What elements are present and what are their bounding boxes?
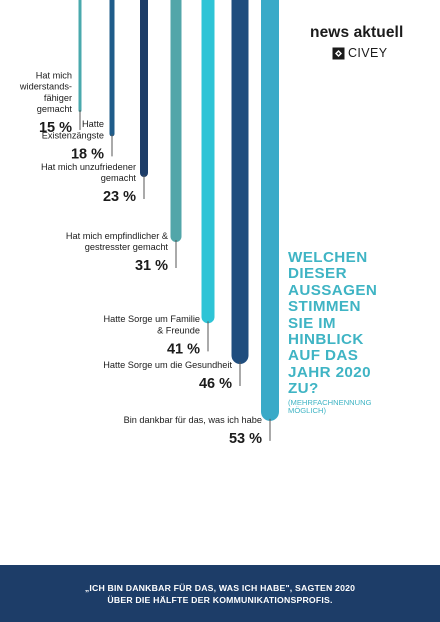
question-note: (MEHRFACHNENNUNG MÖGLICH) — [288, 397, 372, 416]
category-label: Hatte — [82, 119, 104, 129]
brand-block: news aktuell CIVEY — [310, 24, 430, 60]
category-label: gestresster gemacht — [85, 242, 169, 252]
category-label: Hat mich — [36, 70, 72, 80]
category-label: Existenzängste — [42, 130, 104, 140]
brand-subtitle: CIVEY — [348, 46, 388, 60]
brand-title: news aktuell — [310, 24, 404, 41]
category-label: & Freunde — [157, 325, 200, 335]
category-label: widerstands- — [19, 82, 72, 92]
bar — [109, 0, 115, 137]
category-label: gemacht — [101, 173, 137, 183]
value-label: 15 % — [39, 120, 72, 136]
value-label: 53 % — [229, 431, 262, 447]
category-label: Hatte Sorge um die Gesundheit — [103, 360, 232, 370]
bar — [170, 0, 182, 242]
category-label: Bin dankbar für das, was ich habe — [124, 415, 262, 425]
value-label: 41 % — [167, 341, 200, 357]
category-label: Hat mich unzufriedener — [41, 162, 136, 172]
category-label: Hatte Sorge um Familie — [103, 314, 200, 324]
bar — [261, 0, 279, 421]
question-title: WELCHEN DIESER AUSSAGEN STIMMEN SIE IM H… — [288, 249, 378, 398]
bar — [231, 0, 249, 364]
category-label: Hat mich empfindlicher & — [66, 231, 168, 241]
footer-text: „ICH BIN DANKBAR FÜR DAS, WAS ICH HABE",… — [84, 582, 356, 605]
category-label: fähiger — [44, 93, 72, 103]
category-label: gemacht — [37, 104, 73, 114]
bar — [201, 0, 215, 324]
value-label: 23 % — [103, 189, 136, 205]
value-label: 31 % — [135, 258, 168, 274]
bar — [78, 0, 82, 112]
question-block: WELCHEN DIESER AUSSAGEN STIMMEN SIE IM H… — [288, 249, 428, 416]
brand-sub: CIVEY — [332, 46, 430, 60]
footer-banner: „ICH BIN DANKBAR FÜR DAS, WAS ICH HABE",… — [0, 565, 440, 622]
bar — [140, 0, 148, 177]
value-label: 18 % — [71, 146, 104, 162]
civey-logo-icon — [332, 47, 345, 60]
value-label: 46 % — [199, 376, 232, 392]
